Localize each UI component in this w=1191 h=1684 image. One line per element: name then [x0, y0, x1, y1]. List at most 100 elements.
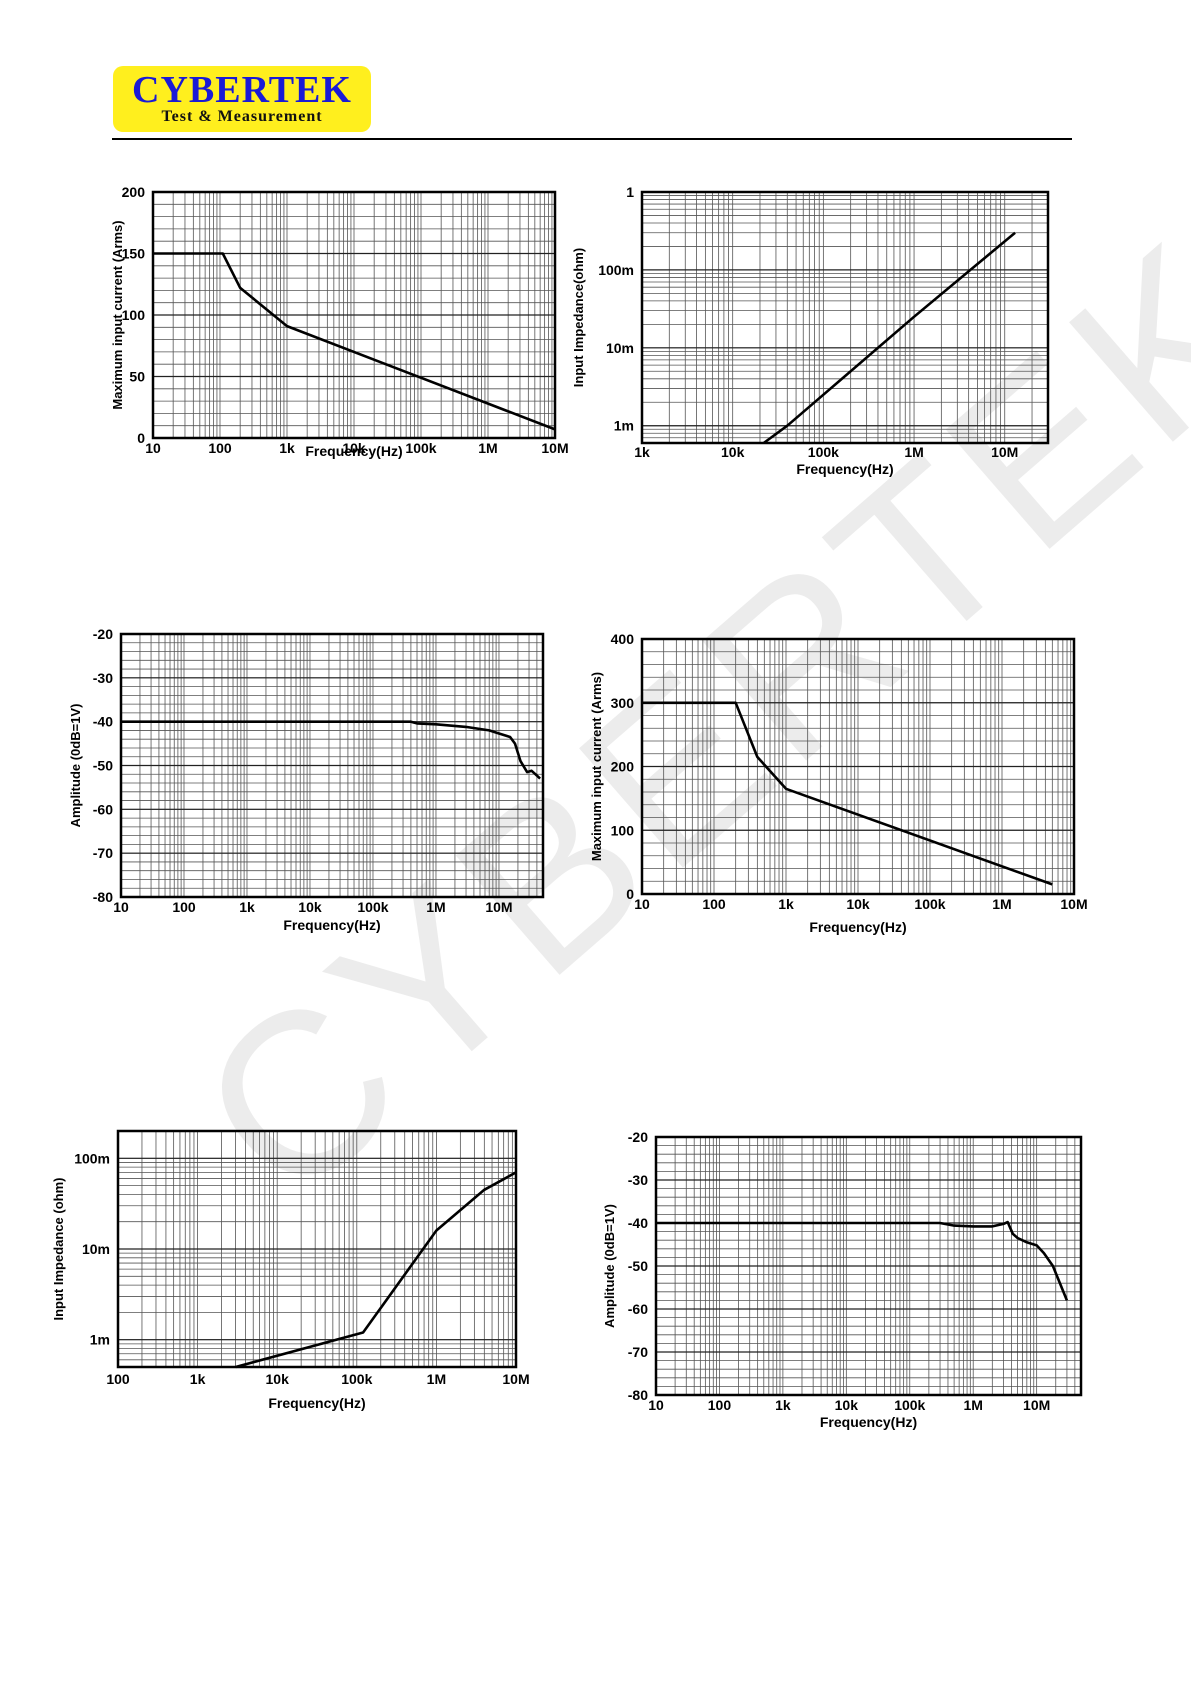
- x-tick-label: 1k: [778, 896, 794, 912]
- chart-frame: [151, 190, 557, 440]
- chart-frame: [116, 1129, 518, 1369]
- cybertek-logo: CYBERTEK Test & Measurement: [113, 66, 371, 132]
- chart-grid: [642, 192, 1048, 443]
- x-tick-label: 100k: [894, 1397, 925, 1413]
- y-tick-label: -40: [628, 1215, 648, 1231]
- chart-frame: [640, 637, 1076, 896]
- chart-5: 100 1k 10k 100k 1M 10M 1m 10m 100m Frequency(Hz) I…: [51, 1129, 530, 1411]
- x-tick-label: 1k: [775, 1397, 791, 1413]
- y-axis-label: Amplitude (0dB=1V): [602, 1204, 617, 1328]
- chart-2: 1k 10k 100k 1M 10M 1m 10m 100m 1 Frequency(Hz) Inp…: [571, 184, 1050, 477]
- y-tick-label: 150: [122, 246, 146, 262]
- y-tick-label: -80: [93, 889, 113, 905]
- y-tick-label: 0: [137, 430, 145, 446]
- chart-6: 10 100 1k 10k 100k 1M 10M -80 -70 -60 -50 -40 -30 -20…: [602, 1129, 1083, 1430]
- y-axis-label: Input Impedance(ohm): [571, 248, 586, 387]
- x-axis-label: Frequency(Hz): [268, 1395, 365, 1411]
- y-tick-label: 200: [611, 759, 635, 775]
- x-tick-label: 10: [113, 899, 129, 915]
- x-tick-label: 10M: [502, 1371, 529, 1387]
- x-tick-label: 1k: [634, 444, 650, 460]
- y-tick-label: -70: [93, 845, 113, 861]
- y-tick-label: 200: [122, 184, 146, 200]
- x-tick-label: 10k: [846, 896, 870, 912]
- x-axis-label: Frequency(Hz): [809, 919, 906, 935]
- y-axis-label: Input Impedance (ohm): [51, 1178, 66, 1321]
- x-tick-label: 10: [634, 896, 650, 912]
- logo-tagline: Test & Measurement: [161, 108, 323, 125]
- series-line: [762, 231, 1016, 445]
- x-tick-label: 1k: [190, 1371, 206, 1387]
- chart-1: 10 100 1k 10k 100k 1M 10M 0 50 100 150 200 Frequency…: [110, 184, 569, 459]
- y-tick-label: -50: [628, 1258, 648, 1274]
- x-tick-label: 10M: [541, 440, 568, 456]
- x-axis-label: Frequency(Hz): [820, 1414, 917, 1430]
- y-axis-label: Amplitude (0dB=1V): [68, 704, 83, 828]
- chart-3: 10 100 1k 10k 100k 1M 10M -80 -70 -60 -50 -40 -30 -20…: [68, 626, 545, 933]
- x-tick-label: 100k: [405, 440, 436, 456]
- y-tick-label: 400: [611, 631, 635, 647]
- y-tick-label: 1: [626, 184, 634, 200]
- y-tick-label: -20: [93, 626, 113, 642]
- x-tick-label: 10M: [485, 899, 512, 915]
- y-axis-label: Maximum input current (Arms): [110, 220, 125, 409]
- chart-4: 10 100 1k 10k 100k 1M 10M 0 100 200 300 400 Frequenc…: [589, 631, 1088, 935]
- chart-frame: [654, 1135, 1083, 1397]
- y-tick-label: 1m: [90, 1332, 110, 1348]
- series-line: [642, 701, 1053, 886]
- x-tick-label: 100k: [808, 444, 839, 460]
- series-line: [235, 1171, 517, 1369]
- y-tick-label: -50: [93, 758, 113, 774]
- x-tick-label: 10M: [991, 444, 1018, 460]
- x-tick-label: 100: [172, 899, 196, 915]
- x-tick-label: 1M: [426, 899, 445, 915]
- x-tick-label: 1k: [279, 440, 295, 456]
- x-tick-label: 10k: [721, 444, 745, 460]
- x-tick-label: 10k: [266, 1371, 290, 1387]
- x-tick-label: 100: [106, 1371, 130, 1387]
- y-tick-label: 100: [122, 307, 146, 323]
- x-tick-label: 1k: [239, 899, 255, 915]
- y-tick-label: 300: [611, 695, 635, 711]
- x-tick-label: 1M: [963, 1397, 982, 1413]
- x-tick-label: 100k: [914, 896, 945, 912]
- x-tick-label: 10k: [835, 1397, 859, 1413]
- x-tick-label: 100: [208, 440, 232, 456]
- y-tick-label: 100m: [598, 262, 634, 278]
- x-tick-label: 1M: [427, 1371, 446, 1387]
- chart-grid: [121, 634, 543, 897]
- y-axis-label: Maximum input current (Arms): [589, 672, 604, 861]
- x-tick-label: 100: [708, 1397, 732, 1413]
- x-tick-label: 100k: [357, 899, 388, 915]
- x-tick-label: 1M: [992, 896, 1011, 912]
- x-axis-label: Frequency(Hz): [305, 443, 402, 459]
- x-tick-label: 10M: [1060, 896, 1087, 912]
- x-tick-label: 10k: [298, 899, 322, 915]
- x-axis-label: Frequency(Hz): [796, 461, 893, 477]
- series-line: [121, 720, 541, 780]
- series-line: [656, 1220, 1069, 1301]
- y-tick-label: -30: [93, 670, 113, 686]
- chart-grid: [656, 1137, 1081, 1395]
- y-tick-label: 50: [129, 369, 145, 385]
- y-tick-label: -80: [628, 1387, 648, 1403]
- y-tick-label: -20: [628, 1129, 648, 1145]
- chart-grid: [642, 639, 1074, 894]
- y-tick-label: -30: [628, 1172, 648, 1188]
- chart-grid: [153, 192, 555, 438]
- y-tick-label: -60: [93, 801, 113, 817]
- x-tick-label: 10k: [342, 440, 366, 456]
- y-tick-label: -40: [93, 714, 113, 730]
- x-tick-label: 10: [648, 1397, 664, 1413]
- y-tick-label: 1m: [614, 418, 634, 434]
- logo-brand-text: CYBERTEK: [132, 69, 352, 111]
- y-tick-label: -70: [628, 1344, 648, 1360]
- chart-grid: [118, 1131, 516, 1367]
- y-tick-label: -60: [628, 1301, 648, 1317]
- y-tick-label: 10m: [606, 340, 634, 356]
- x-tick-label: 10M: [1023, 1397, 1050, 1413]
- y-tick-label: 100m: [74, 1150, 110, 1166]
- x-tick-label: 100: [702, 896, 726, 912]
- x-tick-label: 1M: [904, 444, 923, 460]
